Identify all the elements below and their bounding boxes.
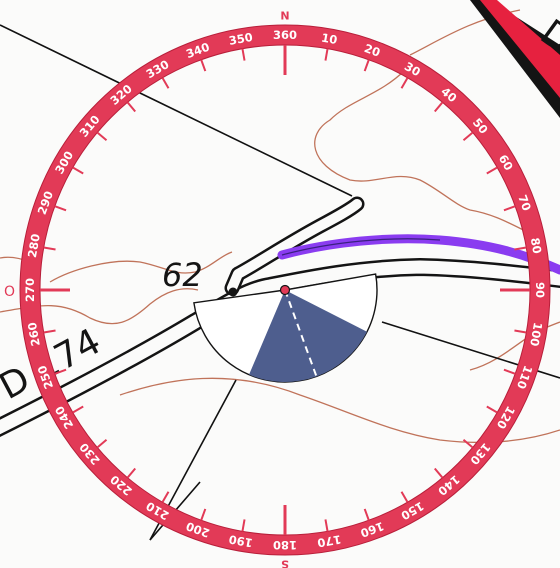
compass-ring-band [20,25,550,555]
edge-mark: O [4,284,15,300]
compass-tick [96,131,108,141]
compass-degree-label: 10 [320,31,338,48]
compass-degree-label: 90 [533,282,547,298]
compass-degree-label: 20 [362,41,382,60]
compass-tick [241,519,246,532]
compass-tick [54,368,67,375]
compass-degree-label: 70 [515,193,534,213]
compass-center-pivot[interactable] [279,284,291,296]
compass-tick [324,519,329,532]
compass-degree-label: 100 [527,321,545,347]
compass-tick [72,166,84,175]
compass-tick [241,48,246,61]
compass-tick [54,205,67,212]
compass-degree-label: 170 [316,532,342,550]
compass-tick [503,368,516,375]
compass-tick [126,101,136,113]
spot-height-dot [228,287,238,297]
compass-tick [96,439,108,449]
bearing-line [284,289,318,377]
compass-tick [486,166,498,175]
compass-degree-label: 360 [273,28,297,42]
compass-degree-label: 80 [528,237,545,255]
compass-tick [161,77,170,89]
compass-cardinal-s: S [281,558,289,568]
compass-tick [363,59,370,72]
compass-degree-label: 60 [496,152,516,173]
compass-tick [503,205,516,212]
contour-line [49,251,233,283]
compass-tick [43,329,56,334]
compass-tick [400,77,409,89]
compass-tick [514,329,527,334]
compass-degree-label: 180 [273,538,297,552]
compass-degree-label: 280 [25,233,43,259]
compass-tick [72,405,84,414]
compass-tick [434,467,444,479]
compass-tick [400,491,409,503]
compass-tick [43,246,56,251]
road-d174 [0,196,560,438]
compass-sector [193,273,378,383]
compass-degree-label: 30 [402,59,423,79]
compass-degree-label: 270 [23,278,37,302]
compass-tick [486,405,498,414]
compass-tick [363,508,370,521]
compass-tick [514,246,527,251]
spot-height-label: 62 [162,256,203,294]
boundary-line [0,24,353,197]
compass-cardinal-n: N [280,10,289,23]
compass-tick [126,467,136,479]
compass-tick [200,508,207,521]
compass-tick [462,439,474,449]
compass-degree-label: 190 [228,532,254,550]
bearing-sector [249,290,367,382]
route-highlight-edge [281,238,441,256]
contour-line [0,288,199,325]
compass-tick [324,48,329,61]
compass-tick [434,101,444,113]
compass-degree-label: 260 [25,321,43,347]
compass-tick [462,131,474,141]
compass-degree-label: 350 [228,30,254,48]
compass-tick [200,59,207,72]
contour-line [314,69,546,241]
compass-tick [161,491,170,503]
